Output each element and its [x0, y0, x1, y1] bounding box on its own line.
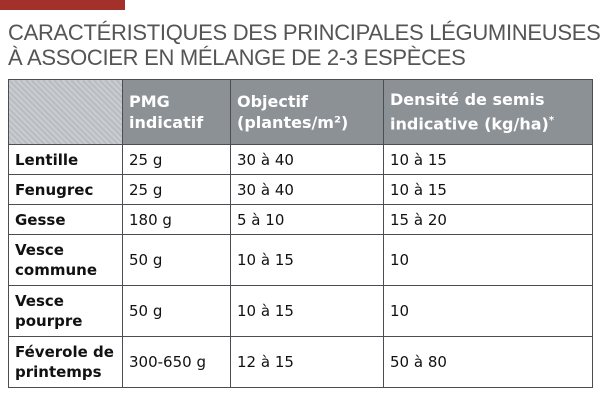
table: PMG indicatif Objectif (plantes/m²) Densité … — [8, 79, 593, 388]
cell: 5 à 10 — [230, 204, 384, 235]
cell: 25 g — [122, 144, 231, 175]
title: CARACTÉRISTIQUES DES PRINCIPALES LÉGUMIN… — [8, 20, 600, 70]
row-label: Vesce commune — [8, 234, 123, 286]
column-header: Objectif (plantes/m²) — [230, 79, 384, 145]
header-text: indicative (kg/ha) — [390, 114, 549, 134]
header-row: PMG indicatif Objectif (plantes/m²) Densité … — [8, 79, 593, 145]
cell: 10 — [383, 285, 593, 337]
cell: 10 — [383, 234, 593, 286]
table-row: Fenugrec 25 g 30 à 40 10 à 15 — [8, 174, 593, 205]
row-label: Fenugrec — [8, 174, 123, 205]
title-line: À ASSOCIER EN MÉLANGE DE 2-3 ESPÈCES — [8, 45, 466, 70]
cell: 50 g — [122, 285, 231, 337]
cell: 10 à 15 — [230, 234, 384, 286]
cell: 50 à 80 — [383, 336, 593, 388]
row-label: Lentille — [8, 144, 123, 175]
label-text: printemps — [15, 363, 102, 381]
label-text: Féverole de — [15, 343, 114, 361]
label-text: Vesce — [15, 241, 64, 259]
label-text: Gesse — [15, 210, 66, 229]
title-line: CARACTÉRISTIQUES DES PRINCIPALES LÉGUMIN… — [8, 20, 600, 45]
header-text: Objectif — [237, 92, 308, 111]
column-header: Densité de semis indicative (kg/ha)* — [383, 79, 593, 145]
column-header: PMG indicatif — [122, 79, 231, 145]
cell: 10 à 15 — [383, 144, 593, 175]
label-text: Vesce — [15, 292, 64, 310]
cell: 300-650 g — [122, 336, 231, 388]
header-text: PMG — [129, 92, 170, 111]
row-label: Vesce pourpre — [8, 285, 123, 337]
row-label: Féverole de printemps — [8, 336, 123, 388]
cell: 180 g — [122, 204, 231, 235]
table-row: Vesce commune 50 g 10 à 15 10 — [8, 234, 593, 286]
table-row: Féverole de printemps 300-650 g 12 à 15 50 à… — [8, 336, 593, 388]
cell: 30 à 40 — [230, 144, 384, 175]
cell: 50 g — [122, 234, 231, 286]
label-text: commune — [15, 261, 97, 279]
cell: 10 à 15 — [383, 174, 593, 205]
label-text: Fenugrec — [15, 180, 94, 199]
corner-cell — [8, 79, 123, 145]
note-mark: * — [548, 115, 555, 127]
cell: 30 à 40 — [230, 174, 384, 205]
cell: 12 à 15 — [230, 336, 384, 388]
cell: 25 g — [122, 174, 231, 205]
header-text: (plantes/m²) — [237, 113, 349, 132]
header-text: Densité de semis — [390, 90, 545, 110]
label-text: Lentille — [15, 150, 79, 169]
table-row: Vesce pourpre 50 g 10 à 15 10 — [8, 285, 593, 337]
label-text: pourpre — [15, 312, 83, 330]
cell: 15 à 20 — [383, 204, 593, 235]
header-text: indicatif — [129, 113, 204, 132]
row-label: Gesse — [8, 204, 123, 235]
accent-bar — [0, 0, 125, 10]
table-row: Lentille 25 g 30 à 40 10 à 15 — [8, 144, 593, 175]
cell: 10 à 15 — [230, 285, 384, 337]
